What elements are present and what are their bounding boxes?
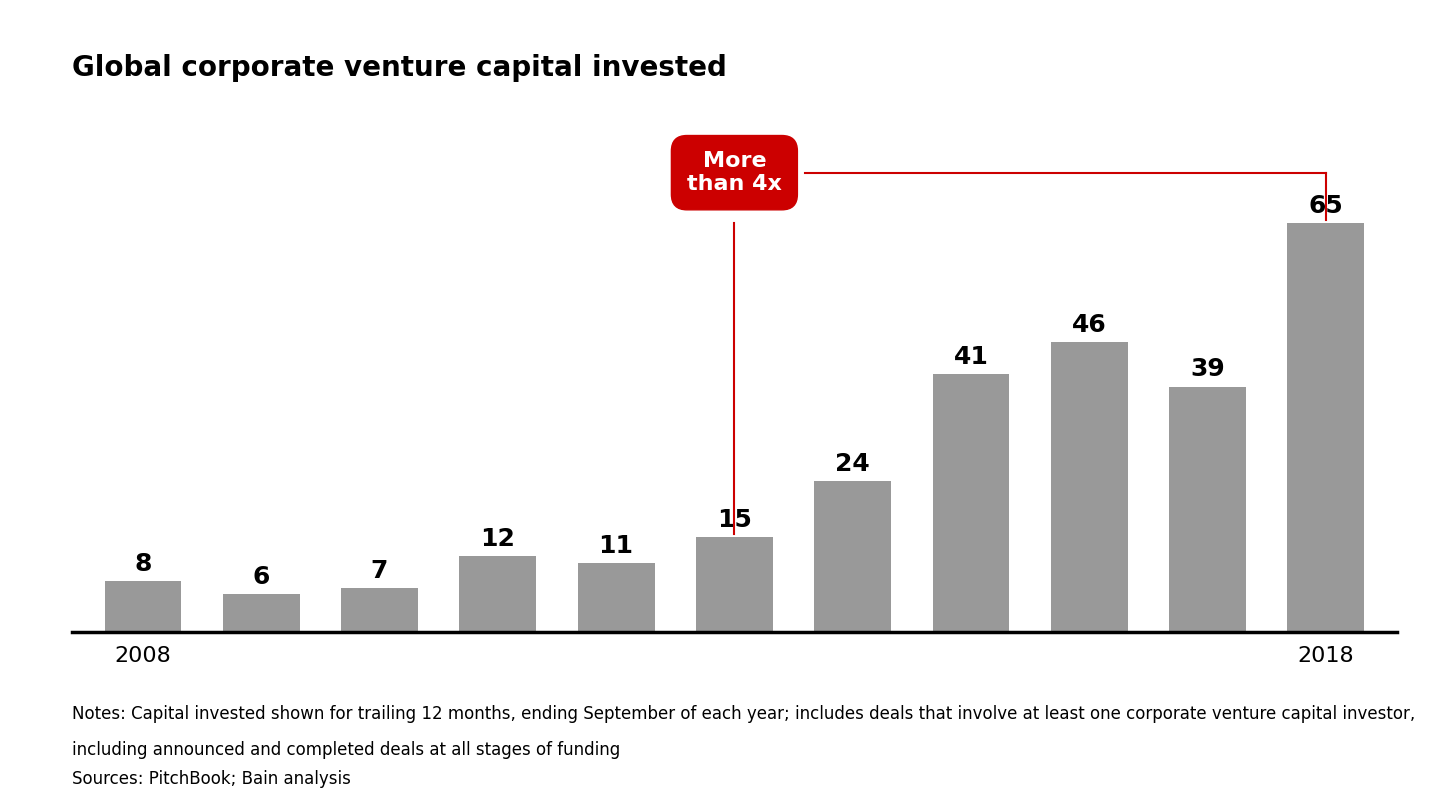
Bar: [459, 556, 536, 632]
Text: More
than 4x: More than 4x: [687, 151, 782, 194]
Text: 8: 8: [134, 552, 151, 577]
Bar: [105, 582, 181, 632]
Bar: [1169, 386, 1246, 632]
Text: 6: 6: [252, 565, 269, 589]
Text: 41: 41: [953, 345, 988, 369]
Text: 65: 65: [1309, 194, 1344, 218]
Bar: [1051, 343, 1128, 632]
Text: 46: 46: [1071, 313, 1106, 338]
Text: Sources: PitchBook; Bain analysis: Sources: PitchBook; Bain analysis: [72, 770, 351, 787]
Text: 24: 24: [835, 452, 870, 475]
Text: 12: 12: [481, 527, 516, 552]
Bar: [577, 563, 655, 632]
Bar: [223, 594, 300, 632]
Bar: [933, 374, 1009, 632]
Bar: [696, 538, 773, 632]
Bar: [341, 588, 418, 632]
Text: including announced and completed deals at all stages of funding: including announced and completed deals …: [72, 741, 621, 759]
Text: 15: 15: [717, 509, 752, 532]
Bar: [814, 481, 891, 632]
Text: 11: 11: [599, 534, 634, 557]
Text: 39: 39: [1191, 357, 1225, 382]
Text: Notes: Capital invested shown for trailing 12 months, ending September of each y: Notes: Capital invested shown for traili…: [72, 705, 1416, 723]
Bar: [1287, 223, 1364, 632]
Text: Global corporate venture capital invested: Global corporate venture capital investe…: [72, 54, 727, 83]
Text: 7: 7: [372, 559, 389, 582]
